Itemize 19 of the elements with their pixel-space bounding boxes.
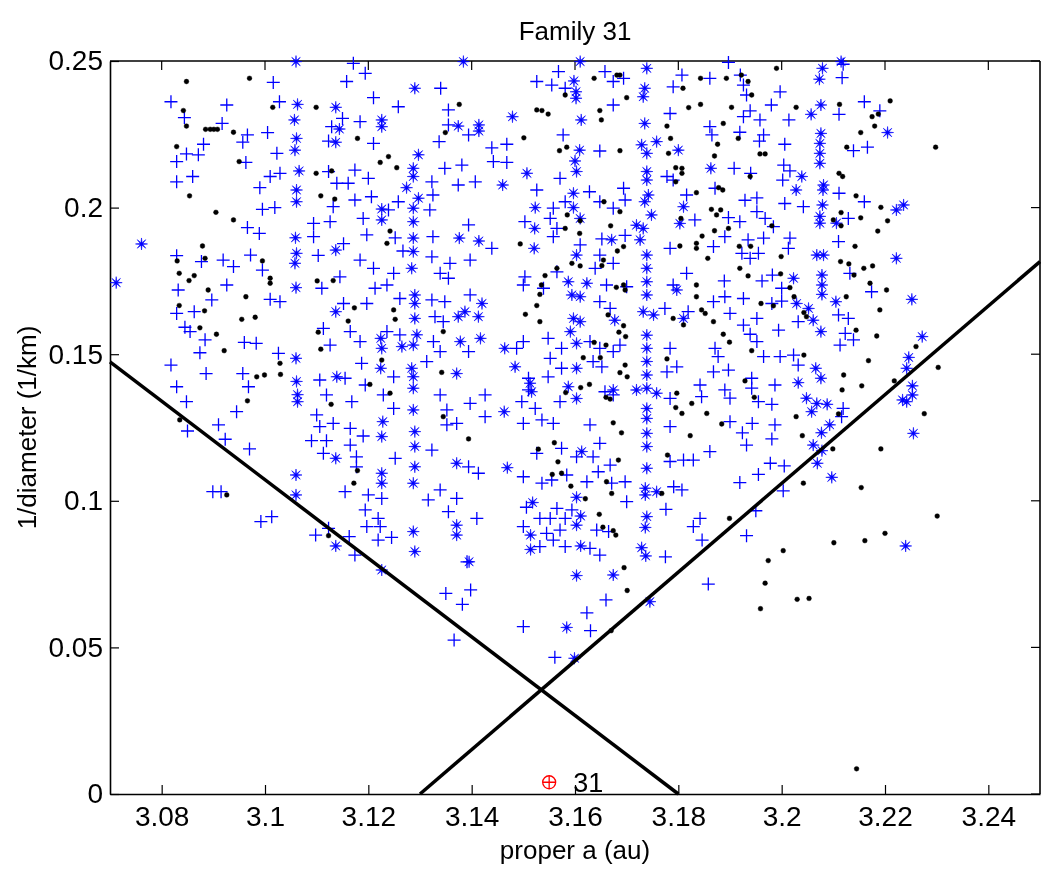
y-tick-label: 0.25 xyxy=(48,45,103,77)
x-axis-title: proper a (au) xyxy=(499,835,651,865)
x-tick-label: 3.1 xyxy=(246,800,285,832)
chart-title: Family 31 xyxy=(518,16,632,46)
annotation: 31 xyxy=(573,768,604,799)
x-tick-label: 3.2 xyxy=(762,800,802,832)
y-tick-label: 0.2 xyxy=(64,192,103,224)
y-tick-label: 0 xyxy=(87,778,103,810)
x-tick-label: 3.24 xyxy=(961,800,1017,832)
x-tick-label: 3.12 xyxy=(341,800,397,832)
x-tick-label: 3.18 xyxy=(651,800,707,832)
x-tick-label: 3.08 xyxy=(134,800,190,832)
x-tick-label: 3.16 xyxy=(548,800,603,832)
y-axis-title: 1/diameter (1/km) xyxy=(12,325,42,530)
x-tick-label: 3.22 xyxy=(858,800,913,832)
y-tick-label: 0.15 xyxy=(48,338,103,370)
y-tick-label: 0.05 xyxy=(48,631,103,663)
x-tick-label: 3.14 xyxy=(444,800,500,832)
y-tick-label: 0.1 xyxy=(64,485,103,517)
